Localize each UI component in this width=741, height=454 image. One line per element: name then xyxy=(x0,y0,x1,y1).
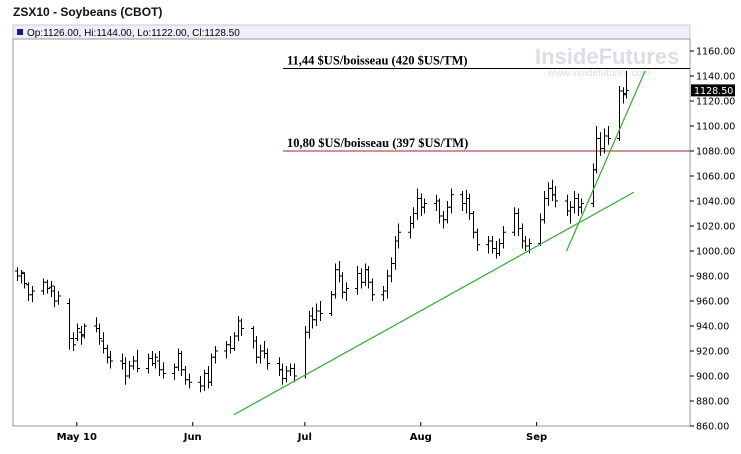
ohlc-bar xyxy=(527,238,532,254)
trendlines xyxy=(233,70,646,416)
ohlc-bar xyxy=(22,272,27,289)
last-price-box xyxy=(691,84,735,97)
last-price-marker: 1128.50 xyxy=(691,84,735,97)
watermark-url: www.insidefutures.com xyxy=(547,68,650,79)
ohlc-bar xyxy=(161,362,166,379)
ohlc-bar xyxy=(621,87,626,104)
horizontal-levels: 11,44 $US/boisseau (420 $US/TM) 10,80 $US… xyxy=(283,54,690,152)
ohlc-open: Op:1126.00 xyxy=(27,28,79,39)
y-tick-label: 880.00 xyxy=(696,397,729,408)
ohlc-sep-3: , xyxy=(187,28,193,39)
ohlc-bar xyxy=(239,318,244,336)
ohlc-bar xyxy=(292,363,297,383)
y-tick-label: 1060.00 xyxy=(696,172,735,183)
ohlc-bar xyxy=(501,226,506,249)
ohlc-bar xyxy=(135,349,140,373)
ohlc-bar xyxy=(19,269,24,284)
ohlc-bar xyxy=(97,323,102,345)
ohlc-bar xyxy=(422,198,427,214)
y-tick-label: 1140.00 xyxy=(696,72,735,83)
watermark: InsideFutures www.insidefutures.com xyxy=(535,44,679,79)
y-tick-label: 1080.00 xyxy=(696,147,735,158)
y-tick-label: 960.00 xyxy=(696,297,729,308)
ohlc-bar xyxy=(56,291,61,305)
plot-area xyxy=(12,38,691,427)
trendline xyxy=(233,191,635,416)
ohlc-bars xyxy=(15,71,629,393)
ohlc-bar xyxy=(344,282,349,301)
y-tick-label: 1040.00 xyxy=(696,197,735,208)
ohlc-sep-1: , xyxy=(79,28,85,39)
ohlc-bar xyxy=(108,351,113,369)
y-tick-label: 860.00 xyxy=(696,422,729,433)
ohlc-high: Hi:1144.00 xyxy=(84,28,132,39)
y-tick-label: 1120.00 xyxy=(696,97,735,108)
ohlc-bar xyxy=(265,348,270,370)
ohlc-bar xyxy=(624,71,629,99)
y-axis: 1160.00 1140.00 1120.00 1100.00 1080.00 1060.… xyxy=(690,47,735,433)
ohlc-bar xyxy=(318,301,323,321)
series-swatch-icon xyxy=(17,29,23,35)
y-tick-label: 1020.00 xyxy=(696,222,735,233)
ohlc-bar xyxy=(49,281,54,298)
y-tick-label: 980.00 xyxy=(696,272,729,283)
ohlc-bar xyxy=(553,186,558,208)
y-tick-label: 920.00 xyxy=(696,347,729,358)
x-tick-label: Jun xyxy=(183,432,202,443)
ohlc-bar xyxy=(79,326,84,345)
ohlc-bar xyxy=(82,323,87,339)
ohlc-summary: Op:1126.00, Hi:1144.00, Lo:1122.00, Cl:1… xyxy=(27,28,240,39)
x-tick-label: Jul xyxy=(297,432,312,443)
ohlc-bar xyxy=(606,126,611,145)
ohlc-bar xyxy=(579,198,584,214)
level-label: 11,44 $US/boisseau (420 $US/TM) xyxy=(287,54,468,68)
ohlc-bar xyxy=(396,223,401,249)
ohlc-bar xyxy=(370,278,375,301)
ohlc-low: Lo:1122.00 xyxy=(137,28,187,39)
chart-title: ZSX10 - Soybeans (CBOT) xyxy=(13,5,162,19)
y-tick-label: 940.00 xyxy=(696,322,729,333)
ohlc-bar xyxy=(75,323,80,341)
y-tick-label: 1160.00 xyxy=(696,47,735,58)
x-tick-label: Sep xyxy=(526,432,547,443)
y-tick-label: 900.00 xyxy=(696,372,729,383)
x-tick-label: May 10 xyxy=(57,432,97,443)
trendline xyxy=(565,70,646,252)
ohlc-bar xyxy=(153,353,158,369)
ohlc-bar xyxy=(30,286,35,303)
ohlc-bar xyxy=(449,188,454,214)
y-tick-label: 1000.00 xyxy=(696,247,735,258)
ohlc-bar xyxy=(187,373,192,389)
last-price-label: 1128.50 xyxy=(694,86,733,97)
ohlc-bar xyxy=(475,228,480,251)
x-tick-label: Aug xyxy=(410,432,432,443)
level-label: 10,80 $US/boisseau (397 $US/TM) xyxy=(287,136,468,150)
ohlc-bar xyxy=(45,279,50,294)
ohlc-bar xyxy=(71,332,76,351)
ohlc-close: Cl:1128.50 xyxy=(192,28,240,39)
ohlc-sep-2: , xyxy=(132,28,138,39)
x-axis: May 10 Jun Jul Aug Sep xyxy=(57,422,547,443)
ohlc-bar xyxy=(213,346,218,364)
y-tick-label: 1100.00 xyxy=(696,122,735,133)
watermark-brand: InsideFutures xyxy=(535,44,679,69)
